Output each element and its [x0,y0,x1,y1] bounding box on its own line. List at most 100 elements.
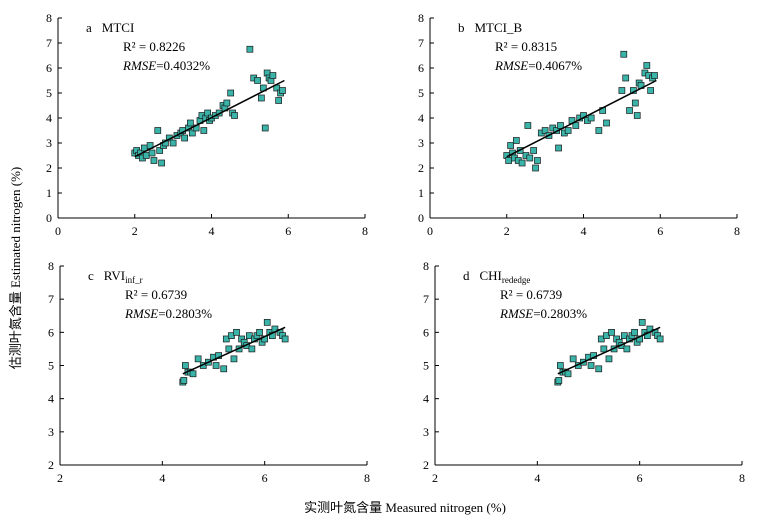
data-point [275,97,283,104]
panel-b: 0 1 2 3 4 5 6 7 8 0 2 4 6 8 b MTCI_B R² = 0.8315 RMSE=0.4… [418,11,740,238]
data-point [587,114,595,122]
data-point [256,328,263,336]
data-point [633,112,641,119]
data-point [188,129,196,137]
data-point [532,164,539,172]
x-tick-label: 8 [362,224,368,238]
panel-name: RVI [104,268,125,283]
r2-label: R² = 0.8226 [123,39,186,54]
data-point [512,137,520,144]
data-point [526,154,534,162]
panel-label: b MTCI_B [458,20,523,35]
data-point [620,50,628,58]
data-point [524,122,532,129]
y-tick-label: 7 [423,292,429,306]
data-point [623,345,631,353]
data-point [555,377,563,384]
x-tick-label: 8 [734,224,740,238]
data-point [557,362,564,369]
data-point [587,362,595,369]
data-point [258,94,265,102]
panel-name-subscript: inf_r [125,275,143,285]
y-tick-label: 8 [423,259,429,273]
x-tick-label: 2 [432,471,438,485]
y-tick-label: 8 [48,259,54,273]
x-tick-label: 6 [637,471,643,485]
x-tick-label: 0 [55,224,61,238]
x-tick-label: 8 [364,471,370,485]
data-point [605,355,613,363]
y-tick-label: 6 [46,61,52,75]
data-point [254,77,261,84]
x-tick-label: 2 [504,224,510,238]
data-point [600,345,608,353]
y-tick-label: 2 [46,161,52,175]
rmse-name: RMSE [494,58,528,73]
data-point [534,157,541,164]
data-point [220,365,228,373]
x-tick-label: 6 [262,471,268,485]
r2-label: R² = 0.6739 [125,287,187,302]
panel-name: CHI [480,268,502,283]
y-tick-label: 5 [48,359,54,373]
data-point [608,328,615,336]
data-point [233,328,240,336]
data-point [223,99,231,107]
x-tick-label: 4 [581,224,587,238]
fit-line [134,79,285,158]
y-tick-label: 6 [48,325,54,339]
panel-label: a MTCI [86,20,134,35]
data-point [564,370,572,378]
data-point [227,89,235,97]
y-tick-label: 8 [418,11,424,25]
y-tick-label: 2 [48,458,54,472]
x-tick-label: 2 [57,471,63,485]
data-point [651,72,658,79]
panel-letter: a [86,20,92,35]
rmse-value: =0.2803% [158,306,212,321]
panel-d: 2 3 4 5 6 7 8 2 4 6 8 d CHIrededge R² = 0.6739 RMSE=0.… [423,259,745,485]
data-point [182,362,189,369]
data-point [269,72,277,79]
rmse-value: =0.4067% [528,58,582,73]
panel-name: MTCI [102,20,135,35]
y-tick-label: 8 [46,11,52,25]
y-tick-label: 6 [418,61,424,75]
y-tick-label: 4 [423,392,429,406]
r2-label: R² = 0.8315 [495,39,557,54]
y-tick-label: 1 [46,186,52,200]
panel-a: 0 1 2 3 4 5 6 7 8 0 2 4 6 8 a MTCI R² = 0.8226 RMSE=0.403… [46,11,368,238]
y-tick-label: 4 [418,111,424,125]
y-tick-label: 0 [418,211,424,225]
y-tick-label: 7 [418,36,424,50]
data-point [643,62,651,69]
y-tick-label: 3 [48,425,54,439]
panel-letter: b [458,20,465,35]
y-tick-label: 1 [418,186,424,200]
data-point [150,157,158,164]
data-point [189,370,197,378]
panel-letter: d [463,268,470,283]
data-point [555,144,562,152]
y-tick-label: 3 [46,136,52,150]
data-point [181,134,188,142]
data-point [505,157,513,164]
data-point [248,345,256,353]
rmse-label: RMSE=0.2803% [499,306,587,321]
y-tick-label: 4 [48,392,54,406]
data-point [638,319,646,326]
data-point [279,87,286,94]
data-point [595,365,603,373]
data-point [169,139,177,147]
x-axis-title: 实测叶氮含量 Measured nitrogen (%) [304,500,506,515]
data-point [518,159,526,167]
y-tick-label: 5 [418,86,424,100]
fit-line [182,326,286,375]
data-point [557,122,564,129]
data-point [261,124,269,132]
data-point [148,149,156,157]
fit-line [557,326,661,375]
y-tick-label: 3 [418,136,424,150]
data-point [564,127,572,134]
